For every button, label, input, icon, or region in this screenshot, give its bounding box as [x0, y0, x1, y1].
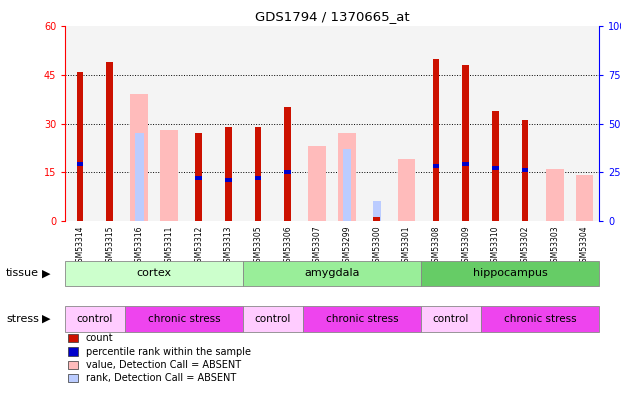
Text: ▶: ▶ — [42, 269, 51, 278]
Text: stress: stress — [6, 314, 39, 324]
Bar — [522, 168, 528, 172]
Bar — [77, 72, 83, 221]
Text: chronic stress: chronic stress — [504, 314, 576, 324]
Bar — [125, 306, 243, 332]
Bar — [284, 170, 291, 174]
Bar — [77, 162, 83, 166]
Bar — [338, 133, 356, 221]
Text: GDS1794 / 1370665_at: GDS1794 / 1370665_at — [255, 10, 409, 23]
Text: control: control — [255, 314, 291, 324]
Bar — [397, 159, 415, 221]
Text: chronic stress: chronic stress — [148, 314, 220, 324]
Bar — [65, 306, 125, 332]
Text: count: count — [86, 333, 113, 343]
Bar — [196, 133, 202, 221]
Text: tissue: tissue — [6, 269, 39, 278]
Bar — [255, 127, 261, 221]
Bar — [135, 133, 143, 221]
Bar — [433, 59, 439, 221]
Text: chronic stress: chronic stress — [325, 314, 398, 324]
Bar — [373, 217, 380, 221]
Text: percentile rank within the sample: percentile rank within the sample — [86, 347, 251, 356]
Bar — [65, 261, 243, 286]
Bar — [343, 149, 351, 221]
Text: control: control — [76, 314, 113, 324]
Bar — [463, 162, 469, 166]
Bar — [481, 306, 599, 332]
Bar — [433, 164, 439, 168]
Bar — [522, 120, 528, 221]
Bar — [284, 107, 291, 221]
Text: amygdala: amygdala — [304, 269, 360, 278]
Bar — [492, 111, 499, 221]
Bar — [196, 176, 202, 180]
Bar — [106, 62, 113, 221]
Bar — [225, 178, 232, 182]
Text: hippocampus: hippocampus — [473, 269, 548, 278]
Bar — [255, 176, 261, 180]
Text: value, Detection Call = ABSENT: value, Detection Call = ABSENT — [86, 360, 241, 370]
Bar — [309, 146, 326, 221]
Text: rank, Detection Call = ABSENT: rank, Detection Call = ABSENT — [86, 373, 236, 383]
Bar — [373, 201, 381, 221]
Bar — [160, 130, 178, 221]
Text: cortex: cortex — [137, 269, 172, 278]
Bar — [492, 166, 499, 170]
Bar — [576, 175, 593, 221]
Bar — [243, 261, 421, 286]
Bar — [130, 94, 148, 221]
Bar — [421, 261, 599, 286]
Bar — [546, 169, 564, 221]
Bar — [243, 306, 302, 332]
Text: ▶: ▶ — [42, 314, 51, 324]
Bar — [421, 306, 481, 332]
Bar — [302, 306, 421, 332]
Bar — [225, 127, 232, 221]
Text: control: control — [433, 314, 469, 324]
Bar — [463, 65, 469, 221]
